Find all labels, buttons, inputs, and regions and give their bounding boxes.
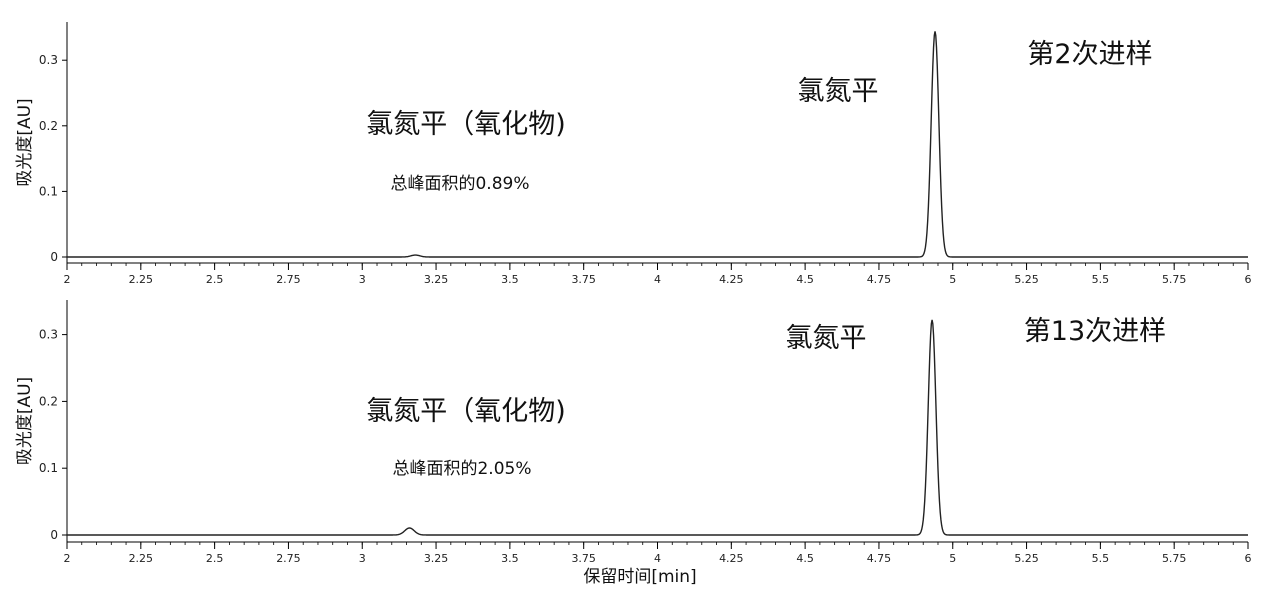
chromatogram-trace: [67, 31, 1248, 258]
x-tick-label: 2.25: [129, 273, 154, 286]
annotation-injection: 第13次进样: [1024, 316, 1166, 347]
x-tick-label: 5.75: [1162, 552, 1187, 565]
annotation-injection: 第2次进样: [1027, 39, 1152, 70]
x-tick-label: 4.25: [719, 273, 744, 286]
x-tick-label: 2.5: [206, 552, 224, 565]
x-tick-label: 2: [64, 552, 71, 565]
x-tick-label: 5.25: [1014, 552, 1039, 565]
x-tick-label: 4.75: [867, 552, 892, 565]
x-tick-label: 2.25: [129, 552, 154, 565]
x-tick-label: 3.25: [424, 273, 449, 286]
x-tick-label: 6: [1245, 552, 1252, 565]
x-tick-label: 3.5: [501, 273, 519, 286]
x-tick-label: 4.5: [796, 552, 814, 565]
x-tick-label: 4.75: [867, 273, 892, 286]
x-tick-label: 2.75: [276, 552, 301, 565]
y-tick-label: 0.1: [39, 461, 58, 475]
x-tick-label: 3.25: [424, 552, 449, 565]
x-tick-label: 5.25: [1014, 273, 1039, 286]
annotation-area: 总峰面积的2.05%: [392, 459, 531, 479]
x-tick-label: 3.75: [571, 552, 596, 565]
x-tick-label: 6: [1245, 273, 1252, 286]
annotation-main: 氯氮平: [798, 76, 879, 107]
annotation-oxide: 氯氮平（氧化物): [366, 396, 566, 427]
x-axis-title: 保留时间[min]: [583, 567, 697, 587]
y-tick-label: 0.2: [39, 394, 58, 408]
x-tick-label: 5: [949, 273, 956, 286]
y-tick-label: 0.3: [39, 328, 58, 342]
y-tick-label: 0: [50, 528, 58, 542]
y-axis-title: 吸光度[AU]: [15, 98, 35, 186]
x-tick-label: 5.5: [1092, 273, 1110, 286]
x-tick-label: 4: [654, 552, 661, 565]
y-tick-label: 0.3: [39, 53, 58, 67]
y-tick-label: 0: [50, 250, 58, 264]
x-tick-label: 5.75: [1162, 273, 1187, 286]
annotation-oxide: 氯氮平（氧化物): [366, 109, 566, 140]
x-tick-label: 5: [949, 552, 956, 565]
x-tick-label: 5.5: [1092, 552, 1110, 565]
annotation-area: 总峰面积的0.89%: [390, 174, 529, 194]
y-tick-label: 0.1: [39, 184, 58, 198]
chromatogram-trace: [67, 319, 1248, 536]
x-tick-label: 4.5: [796, 273, 814, 286]
annotation-main: 氯氮平: [786, 323, 867, 354]
x-tick-label: 2.75: [276, 273, 301, 286]
x-tick-label: 2: [64, 273, 71, 286]
x-tick-label: 3: [359, 273, 366, 286]
y-tick-label: 0.2: [39, 119, 58, 133]
x-tick-label: 3.75: [571, 273, 596, 286]
x-tick-label: 3.5: [501, 552, 519, 565]
x-tick-label: 4.25: [719, 552, 744, 565]
x-tick-label: 2.5: [206, 273, 224, 286]
x-tick-label: 3: [359, 552, 366, 565]
y-axis-title: 吸光度[AU]: [15, 377, 35, 465]
x-tick-label: 4: [654, 273, 661, 286]
